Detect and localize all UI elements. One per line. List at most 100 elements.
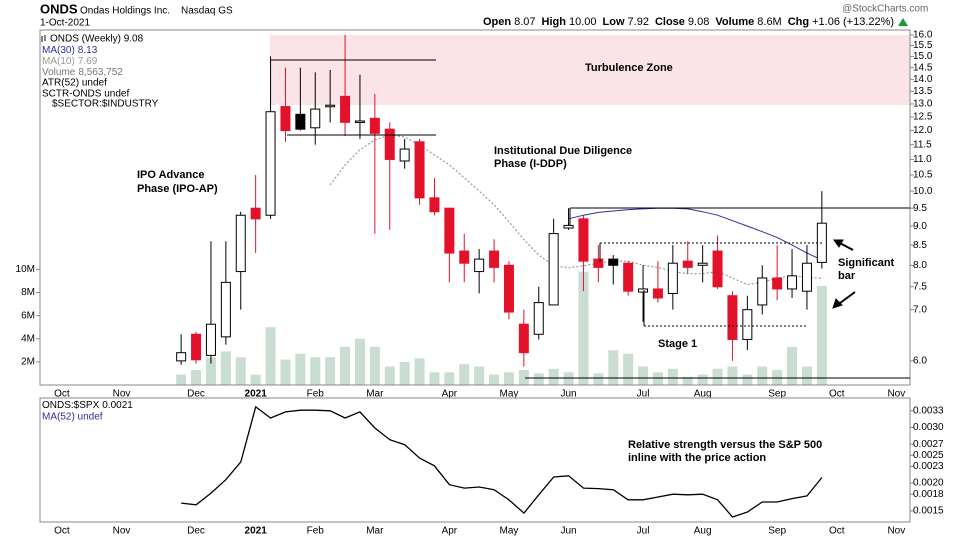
candle-body xyxy=(623,262,634,292)
legend-extra: SCTR-ONDS undef xyxy=(42,89,129,100)
volume-bar xyxy=(801,366,812,385)
volume-bar xyxy=(742,374,753,385)
x-tick-label: Oct xyxy=(54,526,70,537)
volume-bar xyxy=(369,346,380,385)
x-tick-label: Nov xyxy=(887,389,905,400)
candle-body xyxy=(533,302,544,335)
volume-tick-label: 2M xyxy=(21,357,35,368)
quote-label: Chg xyxy=(788,16,809,28)
y-tick-label: 16.0 xyxy=(913,30,933,41)
volume-bar xyxy=(354,338,365,385)
volume-bar xyxy=(623,353,634,385)
y-tick-label: 15.0 xyxy=(913,51,933,62)
candle-body xyxy=(503,264,514,313)
x-tick-label: Oct xyxy=(829,526,845,537)
legend-name: Volume xyxy=(42,67,76,78)
x-tick-label: Dec xyxy=(187,526,205,537)
candle-body xyxy=(742,309,753,340)
candle-body xyxy=(265,111,276,216)
candle-body xyxy=(772,277,783,290)
exchange: Nasdaq GS xyxy=(181,6,233,17)
volume-bar xyxy=(474,366,485,385)
y-tick-label: 14.5 xyxy=(913,62,933,73)
y-tick-label: 0.0027 xyxy=(913,439,944,450)
volume-bar xyxy=(235,357,246,385)
candle-body xyxy=(712,250,723,288)
volume-bar xyxy=(503,372,514,385)
volume-bar xyxy=(310,357,321,385)
volume-bar xyxy=(340,346,351,385)
candle-body xyxy=(697,262,708,266)
legend-price: ONDS (Weekly) 9.08 xyxy=(50,34,144,45)
x-tick-label: Aug xyxy=(694,389,712,400)
volume-bar xyxy=(578,271,589,385)
x-tick-label: Mar xyxy=(366,526,384,537)
volume-bar xyxy=(429,372,440,385)
y-tick-label: 8.5 xyxy=(913,240,927,251)
date: 1-Oct-2021 xyxy=(40,18,90,29)
y-tick-label: 6.0 xyxy=(913,356,927,367)
candle-body xyxy=(578,218,589,262)
volume-bar xyxy=(191,369,202,385)
quote-label: Close xyxy=(655,16,685,28)
x-tick-label: Sep xyxy=(768,526,786,537)
volume-bar xyxy=(325,357,336,385)
legend-value: 7.69 xyxy=(78,56,98,67)
volume-bar xyxy=(757,366,768,385)
candle-body xyxy=(414,141,425,199)
volume-bar xyxy=(459,364,470,385)
y-tick-label: 0.0020 xyxy=(913,478,944,489)
up-icon xyxy=(898,18,908,26)
y-tick-label: 0.0033 xyxy=(913,405,944,416)
candle-body xyxy=(250,207,261,220)
candle-body xyxy=(667,262,678,294)
y-tick-label: 10.5 xyxy=(913,170,933,181)
x-tick-label: Nov xyxy=(113,526,131,537)
quote-label: Low xyxy=(603,16,625,28)
y-tick-label: 7.5 xyxy=(913,281,927,292)
volume-bar xyxy=(250,374,261,385)
source: @StockCharts.com xyxy=(842,4,928,15)
volume-bar xyxy=(444,372,455,385)
quote-value: 7.92 xyxy=(628,16,649,28)
candle-body xyxy=(563,224,574,229)
volume-tick-label: 4M xyxy=(21,333,35,344)
volume-bar xyxy=(667,368,678,385)
quote-value: 8.07 xyxy=(514,16,535,28)
volume-bar xyxy=(280,359,291,385)
candle-body xyxy=(518,323,529,354)
legend-name: ONDS:$SPX xyxy=(42,400,100,411)
x-tick-label: Jul xyxy=(637,526,650,537)
legend-name: MA(30) xyxy=(42,45,75,56)
symbol: ONDS xyxy=(40,1,78,16)
candle-body xyxy=(310,108,321,129)
x-tick-label: Jul xyxy=(637,389,650,400)
y-tick-label: 9.0 xyxy=(913,221,927,232)
volume-bar xyxy=(727,366,738,385)
annotation: Significant xyxy=(838,257,895,269)
candle-body xyxy=(399,148,410,162)
candle-body xyxy=(429,197,440,213)
annotation: Phase (I-DDP) xyxy=(494,158,567,170)
quote-value: 8.6M xyxy=(757,16,781,28)
volume-bar xyxy=(295,353,306,385)
volume-bar xyxy=(787,346,798,385)
candle-body xyxy=(727,295,738,340)
legend-extra: MA(52) undef xyxy=(42,412,103,423)
candle-body xyxy=(325,104,336,108)
series-line xyxy=(568,207,823,261)
candle-body xyxy=(682,260,693,268)
candle-body xyxy=(787,275,798,290)
volume-bar xyxy=(384,366,395,385)
plot-frame xyxy=(39,397,911,523)
x-tick-label: Sep xyxy=(768,389,786,400)
annotation: Phase (IPO-AP) xyxy=(137,183,218,195)
y-tick-label: 10.0 xyxy=(913,186,933,197)
quote-value: +1.06 (+13.22%) xyxy=(812,16,894,28)
candle-body xyxy=(652,288,663,299)
candle-body xyxy=(548,233,559,306)
volume-tick-label: 8M xyxy=(21,287,35,298)
legend-name: MA(10) xyxy=(42,56,75,67)
annotation: IPO Advance xyxy=(137,169,204,181)
x-tick-label: Aug xyxy=(694,526,712,537)
